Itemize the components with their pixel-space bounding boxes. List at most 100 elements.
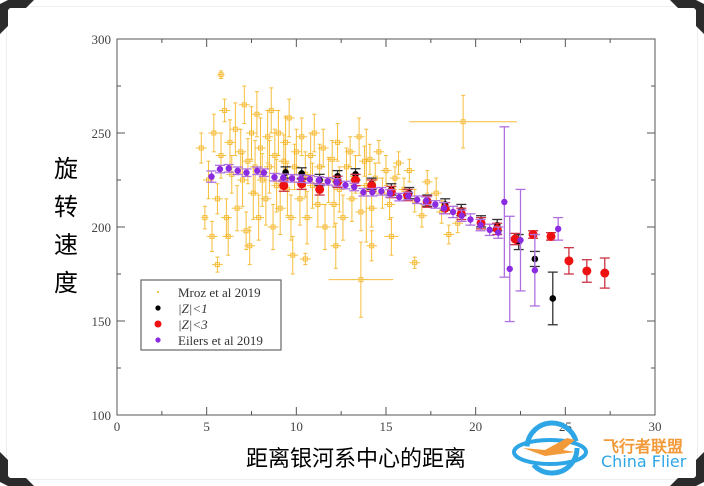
- mroz-data-point: [246, 106, 257, 160]
- marker: [243, 169, 250, 176]
- data-point: [599, 257, 610, 289]
- mroz-data-point: [244, 226, 256, 266]
- mroz-marker: [218, 72, 224, 78]
- mroz-data-point: [330, 222, 342, 269]
- marker: [449, 208, 457, 216]
- mroz-marker: [266, 164, 272, 170]
- legend-box: [140, 279, 282, 351]
- data-point: [465, 213, 476, 226]
- x-tick-label: 15: [380, 419, 393, 434]
- mroz-data-point: [332, 123, 343, 162]
- marker: [225, 165, 232, 172]
- corner-ornament-icon: [670, 0, 704, 34]
- data-point: [475, 218, 486, 232]
- data-point: [206, 170, 217, 183]
- data-point: [553, 216, 564, 241]
- mroz-marker: [259, 177, 265, 183]
- mroz-marker: [322, 224, 328, 230]
- mroz-marker: [241, 102, 247, 108]
- mroz-marker: [349, 196, 355, 202]
- marker: [280, 174, 287, 181]
- corner-ornament-icon: [670, 452, 704, 486]
- mroz-data-point: [253, 194, 265, 241]
- mroz-data-point: [238, 85, 250, 125]
- data-point: [340, 180, 351, 190]
- data-point: [349, 182, 360, 192]
- marker: [360, 189, 367, 196]
- marker: [351, 183, 358, 191]
- data-point: [493, 226, 504, 239]
- mroz-data-point: [219, 98, 230, 123]
- marker: [271, 173, 278, 181]
- marker: [216, 165, 224, 173]
- legend-marker: [154, 320, 162, 328]
- data-point: [376, 186, 387, 196]
- mroz-data-point: [287, 235, 299, 275]
- data-point: [331, 178, 342, 187]
- mroz-data-point: [231, 185, 243, 232]
- marker: [405, 192, 412, 200]
- marker: [234, 167, 241, 174]
- data-point: [529, 233, 540, 307]
- mroz-marker: [304, 215, 310, 221]
- marker: [396, 193, 403, 201]
- logo-chinese-text: 飞行者联盟: [603, 437, 684, 456]
- marker: [378, 188, 385, 195]
- marker: [315, 184, 325, 194]
- mroz-data-point: [373, 140, 385, 164]
- mroz-marker: [256, 215, 262, 221]
- data-point: [384, 188, 395, 198]
- mroz-data-point: [319, 203, 331, 251]
- mroz-marker: [299, 134, 305, 140]
- legend-label: Eilers et al 2019: [178, 333, 263, 348]
- mroz-marker: [214, 262, 220, 268]
- data-point: [287, 173, 298, 183]
- mroz-marker: [308, 153, 314, 159]
- china-flier-logo-icon: [512, 420, 588, 476]
- marker: [351, 175, 361, 185]
- data-point: [581, 259, 592, 283]
- mroz-marker: [225, 233, 231, 239]
- data-point: [504, 215, 515, 323]
- mroz-data-point: [265, 87, 277, 134]
- x-tick-label: 5: [203, 419, 210, 434]
- mroz-data-point: [203, 160, 214, 200]
- mroz-data-point: [326, 140, 338, 179]
- legend-marker: [155, 305, 161, 311]
- marker: [306, 176, 313, 183]
- data-point: [563, 247, 574, 275]
- mroz-marker: [268, 107, 274, 113]
- mroz-marker: [254, 111, 260, 117]
- plot-frame: [116, 38, 656, 416]
- marker: [279, 181, 289, 191]
- marker: [260, 169, 268, 176]
- mroz-marker: [274, 183, 280, 189]
- data-point: [223, 163, 234, 173]
- mroz-marker: [412, 260, 418, 266]
- marker: [440, 205, 448, 212]
- data-point: [515, 188, 526, 292]
- marker: [546, 231, 556, 241]
- mroz-marker: [218, 153, 224, 159]
- marker: [531, 267, 539, 274]
- mroz-marker: [369, 205, 375, 211]
- mroz-data-point: [222, 217, 234, 256]
- mroz-data-point: [409, 94, 517, 149]
- mroz-data-point: [260, 171, 272, 226]
- marker: [288, 175, 296, 182]
- data-point: [412, 195, 423, 205]
- mroz-marker: [243, 228, 249, 234]
- mroz-marker: [198, 145, 204, 151]
- marker: [506, 265, 513, 273]
- data-point: [241, 168, 252, 178]
- mroz-data-point: [393, 151, 404, 175]
- mroz-marker: [358, 277, 364, 283]
- mroz-marker: [333, 243, 339, 249]
- marker: [208, 173, 215, 180]
- mroz-data-point: [344, 136, 356, 168]
- marker: [297, 175, 305, 182]
- mroz-marker: [392, 175, 398, 181]
- marker: [501, 198, 508, 206]
- mroz-data-point: [267, 203, 279, 251]
